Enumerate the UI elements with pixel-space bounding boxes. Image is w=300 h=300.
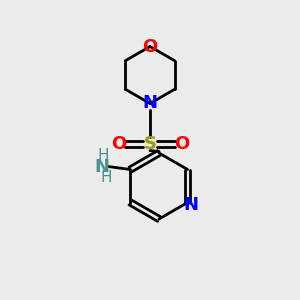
Text: N: N xyxy=(142,94,158,112)
Text: O: O xyxy=(174,135,189,153)
Text: N: N xyxy=(184,196,199,214)
Text: S: S xyxy=(143,135,157,153)
Text: O: O xyxy=(111,135,126,153)
Text: H: H xyxy=(101,170,112,185)
Text: H: H xyxy=(98,148,109,163)
Text: N: N xyxy=(94,158,110,175)
Text: O: O xyxy=(142,38,158,56)
